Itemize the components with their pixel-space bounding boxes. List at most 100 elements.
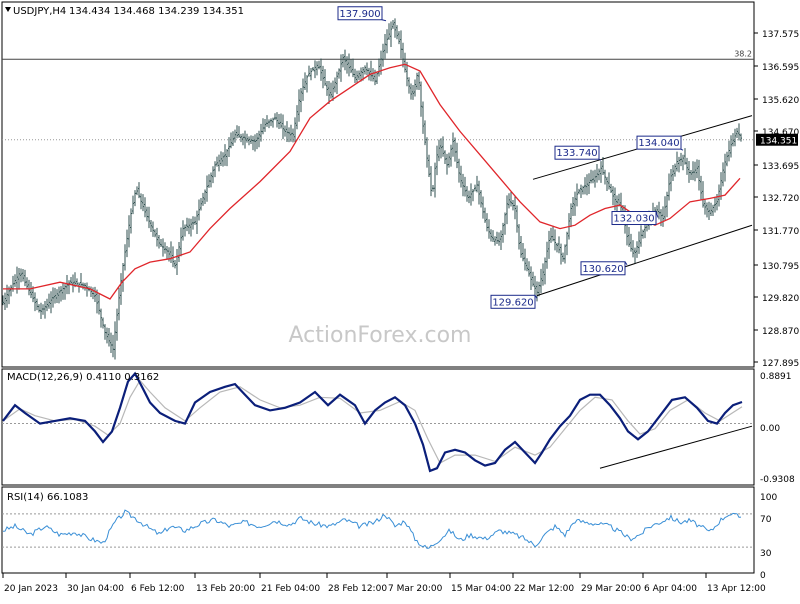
candle (522, 243, 524, 262)
price-callout-box (580, 261, 626, 276)
candle (382, 43, 384, 67)
candle (22, 268, 24, 282)
candle (444, 150, 446, 165)
symbol-label: USDJPY,H4 (13, 6, 66, 17)
candle (592, 170, 594, 184)
candle (298, 89, 300, 122)
dropdown-triangle-icon[interactable] (5, 7, 11, 12)
price-axis-label: 132.720 (762, 194, 799, 204)
watermark: ActionForex.com (289, 323, 472, 348)
candle (520, 236, 522, 258)
candle (180, 227, 182, 257)
candle (128, 215, 130, 248)
price-callout-box (554, 145, 600, 160)
candle (564, 244, 566, 264)
macd-axis-label: 0.8891 (760, 372, 792, 382)
candle (384, 34, 386, 59)
candle (498, 232, 500, 246)
candle (712, 204, 714, 216)
candle (86, 282, 88, 297)
candle (52, 287, 54, 308)
candle (386, 29, 388, 54)
candle (408, 77, 410, 94)
candle (460, 165, 462, 188)
candle (696, 159, 698, 179)
candle (84, 282, 86, 291)
candle (438, 139, 440, 162)
candle (512, 199, 514, 211)
candle (476, 175, 478, 193)
rsi-label: RSI(14) 66.1083 (7, 492, 88, 503)
candle (584, 177, 586, 195)
price-callout-pointer (598, 158, 602, 161)
price-callout-pointer (624, 261, 628, 266)
candle (586, 174, 588, 196)
candle (154, 229, 156, 238)
candle (630, 233, 632, 252)
candle (360, 67, 362, 82)
candle (358, 70, 360, 81)
candle (288, 127, 290, 143)
candle (256, 133, 258, 150)
candle (140, 193, 142, 210)
candle (274, 113, 276, 121)
candle (458, 158, 460, 183)
price-callout-label: 137.900 (339, 9, 380, 20)
candle (732, 133, 734, 147)
candle (2, 295, 4, 306)
time-axis-label: 29 Mar 20:00 (581, 584, 641, 594)
candle (24, 269, 26, 287)
candle (416, 72, 418, 90)
candle (80, 272, 82, 288)
price-axis-label: 127.895 (762, 359, 799, 369)
candle (42, 304, 44, 315)
candle (672, 164, 674, 182)
candle (478, 180, 480, 205)
candle (676, 151, 678, 172)
candle (148, 206, 150, 229)
candle (434, 162, 436, 198)
axis-layer: 137.575 136.595 135.620 134.670 133.695 132.7… (2, 30, 799, 594)
price-axis-label: 133.695 (762, 162, 799, 172)
candle (46, 298, 48, 312)
time-axis-label: 22 Mar 12:00 (514, 584, 574, 594)
candle (504, 212, 506, 235)
candle (212, 166, 214, 184)
current-price-label: 134.351 (760, 137, 797, 147)
candle (338, 68, 340, 79)
candle (40, 302, 42, 320)
candle (56, 289, 58, 304)
price-callout: 129.620 (490, 294, 538, 309)
candle (322, 65, 324, 89)
candle (390, 21, 392, 48)
macd-signal-line (2, 379, 743, 464)
candle (616, 195, 618, 213)
candle (410, 83, 412, 100)
candle (484, 207, 486, 223)
candle (312, 67, 314, 72)
candle (282, 114, 284, 140)
candle (396, 25, 398, 40)
candle (278, 114, 280, 130)
candle (424, 120, 426, 146)
candle (178, 242, 180, 263)
candle (452, 132, 454, 157)
candle (356, 70, 358, 84)
candle (94, 286, 96, 302)
candle (192, 216, 194, 230)
candle (108, 327, 110, 347)
time-axis-label: 6 Apr 04:00 (644, 584, 697, 594)
candle (110, 332, 112, 353)
candle (48, 293, 50, 309)
price-axis-label: 130.795 (762, 262, 799, 272)
candle (116, 308, 118, 341)
candle (724, 153, 726, 182)
candle (18, 267, 20, 290)
candle (100, 308, 102, 328)
price-callout-pointer (655, 211, 659, 218)
candle (236, 125, 238, 139)
candle (682, 154, 684, 171)
candle (230, 132, 232, 149)
candle (38, 304, 40, 313)
candle (486, 213, 488, 232)
